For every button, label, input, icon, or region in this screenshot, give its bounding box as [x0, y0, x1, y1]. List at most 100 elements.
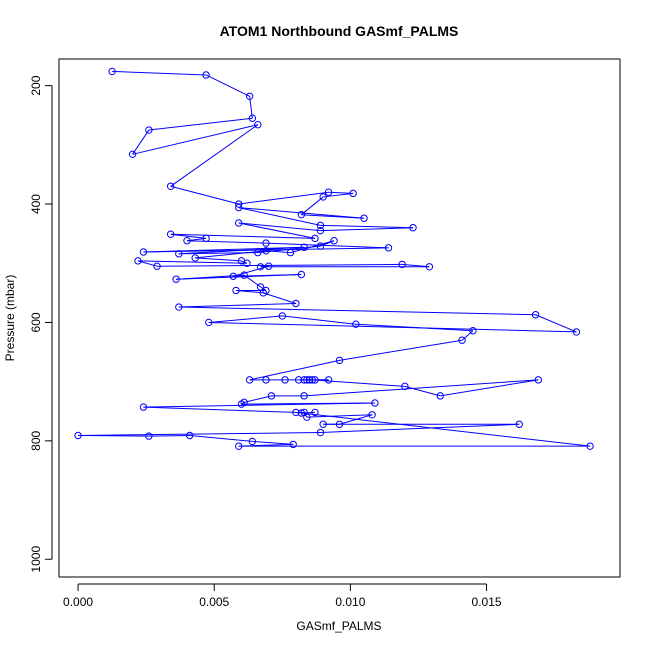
series-line-segment	[238, 191, 329, 205]
data-point	[248, 114, 257, 122]
data-point	[531, 311, 540, 319]
series-line-segment	[78, 432, 321, 437]
data-point	[398, 260, 406, 269]
series-line-segment	[157, 263, 403, 267]
series-line-segment	[301, 196, 324, 216]
data-point	[248, 437, 257, 446]
series-line-segment	[143, 246, 305, 253]
x-tick-label: 0.015	[472, 595, 502, 609]
series-line-segment	[137, 260, 247, 264]
data-point	[267, 392, 276, 400]
series-line-segment	[112, 70, 207, 76]
series-line-segment	[78, 435, 149, 437]
data-point	[308, 376, 316, 384]
data-point	[303, 376, 311, 384]
data-point	[153, 262, 161, 270]
data-point	[286, 248, 295, 257]
data-point	[319, 193, 327, 201]
data-point	[139, 403, 148, 411]
data-point	[311, 408, 319, 417]
data-point	[175, 250, 183, 258]
data-point	[172, 275, 180, 283]
data-point	[360, 214, 368, 222]
x-tick-label: 0.000	[63, 595, 93, 609]
series-line-segment	[170, 124, 259, 187]
data-point	[186, 431, 194, 440]
series-line-segment	[195, 257, 242, 262]
series-line-segment	[265, 242, 389, 249]
y-tick-label: 400	[29, 194, 43, 214]
data-point	[74, 431, 82, 440]
data-point	[319, 420, 327, 428]
series-line-segment	[143, 247, 389, 253]
series-line-segment	[301, 412, 591, 447]
data-point	[240, 271, 248, 279]
data-point	[384, 244, 393, 252]
data-point	[352, 320, 360, 328]
series-line-segment	[320, 227, 414, 232]
series-line-segment	[170, 233, 207, 239]
series-line-segment	[176, 274, 245, 280]
data-point	[335, 420, 344, 428]
series-line-segment	[235, 289, 264, 294]
data-point	[349, 189, 357, 198]
data-point	[586, 442, 594, 450]
data-point	[316, 226, 325, 235]
series-line-segment	[205, 74, 250, 97]
series-line-segment	[290, 240, 335, 254]
data-point	[254, 248, 262, 257]
series-line-segment	[170, 185, 239, 205]
data-point	[311, 376, 319, 384]
y-tick-label: 200	[29, 75, 43, 95]
series-line-segment	[320, 224, 414, 229]
series-line-segment	[535, 314, 577, 333]
series-line-segment	[143, 406, 296, 413]
chart-title: ATOM1 Northbound GASmf_PALMS	[220, 23, 459, 39]
data-point	[316, 428, 325, 437]
series-line-segment	[320, 423, 520, 434]
data-point	[256, 263, 265, 271]
data-point	[134, 257, 142, 265]
series-line-segment	[263, 292, 297, 304]
series-line-segment	[132, 124, 258, 155]
data-point	[278, 312, 287, 320]
data-point	[330, 237, 338, 245]
data-point	[300, 243, 308, 251]
data-point	[232, 286, 240, 295]
series-line-segment	[170, 233, 316, 239]
series-line-segment	[244, 395, 272, 403]
series-line-segment	[178, 302, 296, 308]
data-point	[245, 92, 254, 100]
data-point	[262, 247, 270, 255]
x-axis: 0.000 0.005 0.010 0.015	[63, 583, 502, 609]
data-point	[401, 382, 409, 391]
data-point	[259, 289, 267, 297]
data-point	[245, 376, 254, 384]
data-point	[515, 420, 523, 428]
series-line-segment	[148, 117, 253, 131]
series-line-segment	[148, 435, 190, 437]
data-points	[74, 67, 594, 450]
data-point	[202, 234, 210, 243]
data-point	[572, 328, 581, 336]
data-point	[262, 376, 270, 384]
data-point	[316, 242, 325, 250]
data-point	[297, 270, 306, 279]
series-line-segment	[178, 246, 305, 255]
series-line-segment	[238, 222, 321, 232]
series-line-segment	[282, 315, 356, 325]
series-line-segment	[404, 385, 441, 397]
data-point	[294, 376, 303, 384]
data-point	[316, 221, 325, 230]
series-line-segment	[312, 379, 405, 387]
data-point	[324, 188, 333, 196]
data-point	[128, 150, 137, 159]
data-point	[292, 408, 300, 417]
data-point	[243, 259, 251, 267]
series-line-segment	[304, 379, 539, 397]
series-line-segment	[339, 339, 463, 361]
data-point	[264, 262, 273, 270]
data-point	[425, 263, 434, 271]
y-axis: 200 400 600 800 1000	[29, 75, 53, 573]
data-point	[205, 318, 213, 327]
